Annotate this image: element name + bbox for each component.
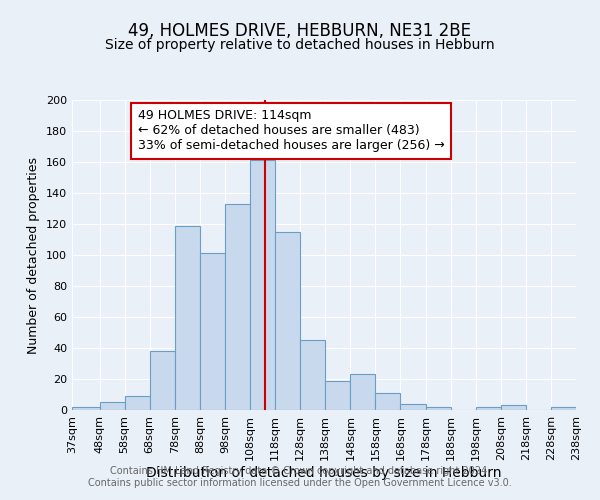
- Text: 49, HOLMES DRIVE, HEBBURN, NE31 2BE: 49, HOLMES DRIVE, HEBBURN, NE31 2BE: [128, 22, 472, 40]
- Bar: [300, 340, 325, 410]
- Y-axis label: Number of detached properties: Number of detached properties: [28, 156, 40, 354]
- Bar: [501, 406, 526, 410]
- Text: 49 HOLMES DRIVE: 114sqm
← 62% of detached houses are smaller (483)
33% of semi-d: 49 HOLMES DRIVE: 114sqm ← 62% of detache…: [137, 110, 444, 152]
- Bar: [250, 160, 275, 410]
- Bar: [125, 396, 150, 410]
- Text: Contains public sector information licensed under the Open Government Licence v3: Contains public sector information licen…: [88, 478, 512, 488]
- Bar: [100, 402, 125, 410]
- Bar: [425, 407, 451, 410]
- Bar: [551, 407, 576, 410]
- Bar: [225, 204, 250, 410]
- Bar: [175, 226, 200, 410]
- Bar: [476, 407, 501, 410]
- X-axis label: Distribution of detached houses by size in Hebburn: Distribution of detached houses by size …: [146, 466, 502, 479]
- Bar: [200, 254, 225, 410]
- Bar: [350, 374, 376, 410]
- Bar: [400, 404, 425, 410]
- Text: Contains HM Land Registry data © Crown copyright and database right 2024.: Contains HM Land Registry data © Crown c…: [110, 466, 490, 476]
- Bar: [325, 380, 350, 410]
- Bar: [376, 393, 400, 410]
- Bar: [150, 351, 175, 410]
- Bar: [72, 407, 100, 410]
- Text: Size of property relative to detached houses in Hebburn: Size of property relative to detached ho…: [105, 38, 495, 52]
- Bar: [275, 232, 300, 410]
